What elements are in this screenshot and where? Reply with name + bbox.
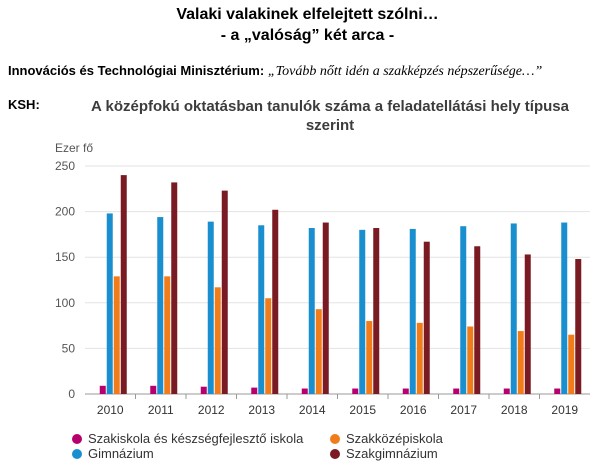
bar	[366, 321, 373, 394]
y-tick-label: 100	[55, 296, 75, 310]
bar	[120, 175, 127, 394]
bar	[171, 182, 178, 394]
x-tick-label: 2017	[450, 403, 477, 417]
legend-swatch	[72, 434, 82, 444]
bar	[517, 331, 524, 394]
bar	[258, 225, 265, 394]
y-axis-label: Ezer fő	[55, 141, 93, 155]
bar	[308, 228, 315, 394]
bar	[524, 254, 531, 394]
bar	[352, 388, 359, 394]
legend-swatch	[72, 449, 82, 459]
x-tick-label: 2018	[501, 403, 528, 417]
bar	[467, 326, 474, 394]
legend-label: Gimnázium	[88, 446, 154, 461]
legend-label: Szakgimnázium	[346, 446, 438, 461]
bar	[474, 246, 481, 394]
bar	[568, 334, 575, 394]
legend-swatch	[330, 434, 340, 444]
bar	[423, 241, 430, 394]
y-tick-label: 150	[55, 250, 75, 264]
bar	[359, 229, 366, 394]
bar	[315, 309, 322, 394]
legend-item: Szakközépiskola	[330, 431, 443, 446]
bar	[322, 222, 329, 394]
bar	[157, 217, 164, 394]
bar	[460, 226, 467, 394]
bar	[416, 322, 423, 394]
legend-item: Szakgimnázium	[330, 446, 438, 461]
x-tick-label: 2016	[400, 403, 427, 417]
x-tick-label: 2015	[349, 403, 376, 417]
y-tick-label: 0	[68, 387, 75, 401]
bar	[221, 190, 228, 394]
bar	[272, 209, 279, 394]
bar	[214, 287, 221, 394]
legend-swatch	[330, 449, 340, 459]
y-tick-label: 50	[62, 341, 76, 355]
bar	[207, 221, 214, 394]
x-tick-label: 2019	[551, 403, 578, 417]
page-title-line2: - a „valóság” két arca -	[220, 27, 395, 44]
bar	[561, 222, 568, 394]
page-title-line1: Valaki valakinek elfelejtett szólni…	[176, 6, 439, 23]
chart-title: A középfokú oktatásban tanulók száma a f…	[91, 98, 569, 134]
bar	[164, 276, 171, 394]
bar	[453, 388, 460, 394]
bar	[200, 386, 207, 394]
bar	[503, 388, 510, 394]
bar	[251, 387, 258, 394]
legend-item: Szakiskola és készségfejlesztő iskola	[72, 431, 303, 446]
ministry-quote: „Tovább nőtt idén a szakképzés népszerűs…	[267, 64, 543, 79]
x-tick-label: 2010	[97, 403, 124, 417]
x-tick-label: 2014	[299, 403, 326, 417]
x-tick-label: 2012	[198, 403, 225, 417]
legend-item: Gimnázium	[72, 446, 154, 461]
bar	[554, 388, 561, 394]
bar	[575, 259, 582, 394]
bar	[113, 276, 120, 394]
ministry-quote-line: Innovációs és Technológiai Minisztérium:…	[8, 63, 542, 80]
bar	[99, 385, 106, 394]
bar	[265, 298, 272, 394]
bar	[510, 223, 517, 394]
x-tick-label: 2013	[248, 403, 275, 417]
bar	[373, 228, 380, 394]
ksh-label: KSH:	[8, 97, 40, 112]
ministry-label: Innovációs és Technológiai Minisztérium:	[8, 63, 265, 78]
bar	[301, 388, 308, 394]
bar	[106, 213, 113, 394]
bar	[150, 385, 157, 394]
legend-label: Szakiskola és készségfejlesztő iskola	[88, 431, 304, 446]
bar	[402, 388, 409, 394]
y-tick-label: 200	[55, 205, 75, 219]
bar	[409, 228, 416, 394]
legend-label: Szakközépiskola	[346, 431, 443, 446]
y-tick-label: 250	[55, 159, 75, 173]
x-tick-label: 2011	[148, 403, 174, 417]
